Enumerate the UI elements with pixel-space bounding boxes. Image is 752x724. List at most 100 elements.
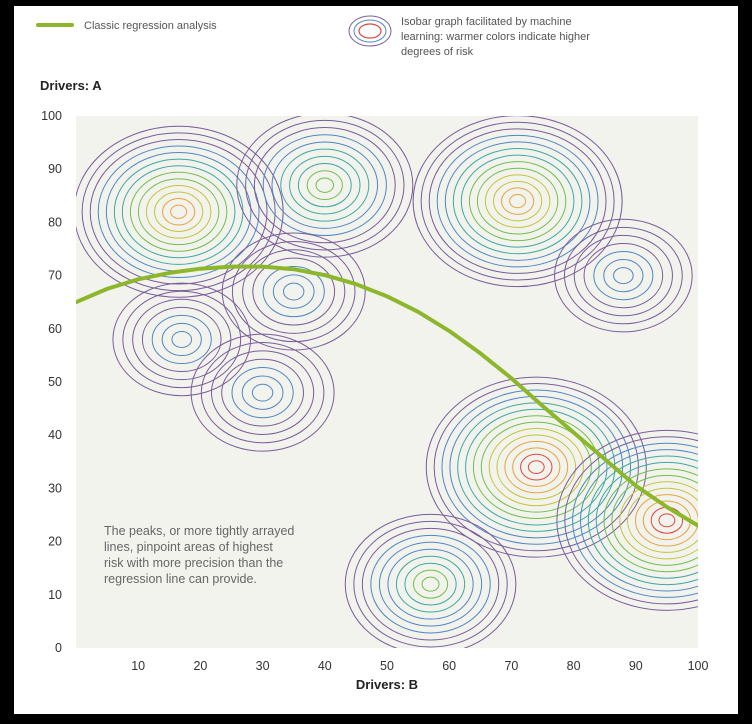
isobar-contour (496, 434, 577, 500)
isobar-contour (190, 333, 335, 452)
figure-frame: Classic regression analysis Isobar graph… (14, 6, 738, 714)
isobar-contour (603, 259, 644, 293)
isobar-contour (272, 274, 315, 309)
isobar-contour (370, 534, 491, 634)
risk-annotation-line-1: The peaks, or more tightly arrayed (104, 524, 294, 538)
isobar-contour (289, 155, 361, 215)
isobar-contours (76, 116, 698, 648)
y-axis-ticks: 0 10 20 30 40 50 60 70 80 90 100 (41, 109, 62, 655)
isobar-contour (252, 257, 336, 326)
isobar-contour (395, 555, 466, 613)
isobar-contour (378, 541, 483, 627)
x-tick-label: 80 (567, 659, 581, 673)
isobar-contour (137, 178, 220, 246)
isobar-contour (501, 187, 535, 215)
isobar-legend-label: Isobar graph facilitated by machine lear… (401, 16, 593, 58)
x-axis-ticks: 10 20 30 40 50 60 70 80 90 100 (131, 659, 708, 673)
regression-legend-label: Classic regression analysis (84, 20, 217, 32)
isobar-contour (89, 138, 268, 285)
isobar-contour (297, 163, 352, 208)
x-axis-title: Drivers: B (356, 677, 418, 692)
x-tick-label: 60 (442, 659, 456, 673)
isobar-legend-line-2: learning: warmer colors indicate higher (401, 31, 590, 43)
x-tick-label: 50 (380, 659, 394, 673)
isobar-contour (460, 154, 575, 248)
isobar-contour (242, 249, 346, 334)
x-tick-label: 30 (256, 659, 270, 673)
isobar-contour (231, 367, 294, 419)
isobar-contour (387, 548, 474, 620)
isobar-contour (236, 116, 414, 258)
isobar-contour (161, 322, 202, 357)
regression-line (76, 264, 698, 528)
isobar-contour (425, 376, 647, 558)
x-tick-label: 20 (193, 659, 207, 673)
isobar-contour (556, 429, 698, 611)
isobar-contour (573, 234, 673, 317)
isobar-contour (245, 119, 405, 251)
isobar-legend-icon (348, 15, 392, 47)
isobar-contour (231, 240, 356, 343)
y-tick-label: 30 (48, 481, 62, 495)
isobar-contour (170, 204, 188, 219)
y-tick-label: 10 (48, 588, 62, 602)
isobar-contour (420, 121, 615, 281)
isobar-contour (141, 306, 222, 373)
y-tick-label: 70 (48, 269, 62, 283)
risk-annotation-line-3: risk with more precision than the (104, 556, 283, 570)
y-tick-label: 60 (48, 322, 62, 336)
isobar-contour (262, 265, 325, 318)
isobar-contour (421, 576, 440, 592)
isobar-contour (200, 342, 325, 444)
isobar-legend-line-3: degrees of risk (401, 46, 474, 58)
isobar-contour (512, 447, 561, 487)
y-tick-label: 20 (48, 535, 62, 549)
isobar-contour (635, 494, 698, 547)
isobar-contour (412, 116, 623, 288)
isobar-contour (484, 174, 551, 228)
isobar-contour (428, 128, 607, 274)
x-tick-label: 40 (318, 659, 332, 673)
isobar-contour (145, 184, 212, 239)
x-tick-label: 100 (688, 659, 709, 673)
x-tick-label: 10 (131, 659, 145, 673)
y-tick-label: 90 (48, 162, 62, 176)
isobar-contour (132, 298, 232, 381)
isobar-contour (603, 468, 698, 573)
isobar-contour (619, 481, 698, 560)
risk-annotation: The peaks, or more tightly arrayed lines… (104, 524, 298, 586)
isobar-contour (129, 171, 228, 252)
isobar-contour (504, 440, 569, 494)
isobar-contour (587, 455, 698, 586)
isobar-contour (509, 194, 527, 209)
isobar-contour (162, 198, 196, 226)
isobar-contour (280, 148, 370, 222)
isobar-contour (554, 218, 693, 333)
isobar-contour (595, 461, 698, 579)
isobar-contour (121, 165, 236, 259)
isobar-contour (441, 389, 632, 545)
isobar-contour (262, 134, 387, 237)
isobar-contour (563, 226, 683, 325)
isobar-contour (593, 251, 654, 301)
isobar-contour (658, 513, 676, 528)
y-tick-label: 0 (55, 641, 62, 655)
isobar-contour (613, 267, 634, 285)
isobar-contour (171, 330, 193, 348)
isobar-contour (221, 358, 305, 427)
chart: Classic regression analysis Isobar graph… (36, 15, 708, 692)
isobar-contour (344, 513, 517, 648)
isobar-contour (151, 314, 212, 365)
isobar-contour (527, 460, 545, 475)
isobar-contour (315, 177, 335, 193)
isobar-contour (583, 243, 664, 309)
x-tick-label: 90 (629, 659, 643, 673)
isobar-contour (97, 145, 260, 279)
isobar-contour (241, 375, 284, 410)
isobar-contour (468, 161, 567, 242)
y-tick-label: 50 (48, 375, 62, 389)
isobar-contour (493, 180, 543, 222)
isobar-contour (480, 421, 592, 513)
isobar-contour (572, 442, 698, 598)
isobar-contour (271, 141, 379, 229)
